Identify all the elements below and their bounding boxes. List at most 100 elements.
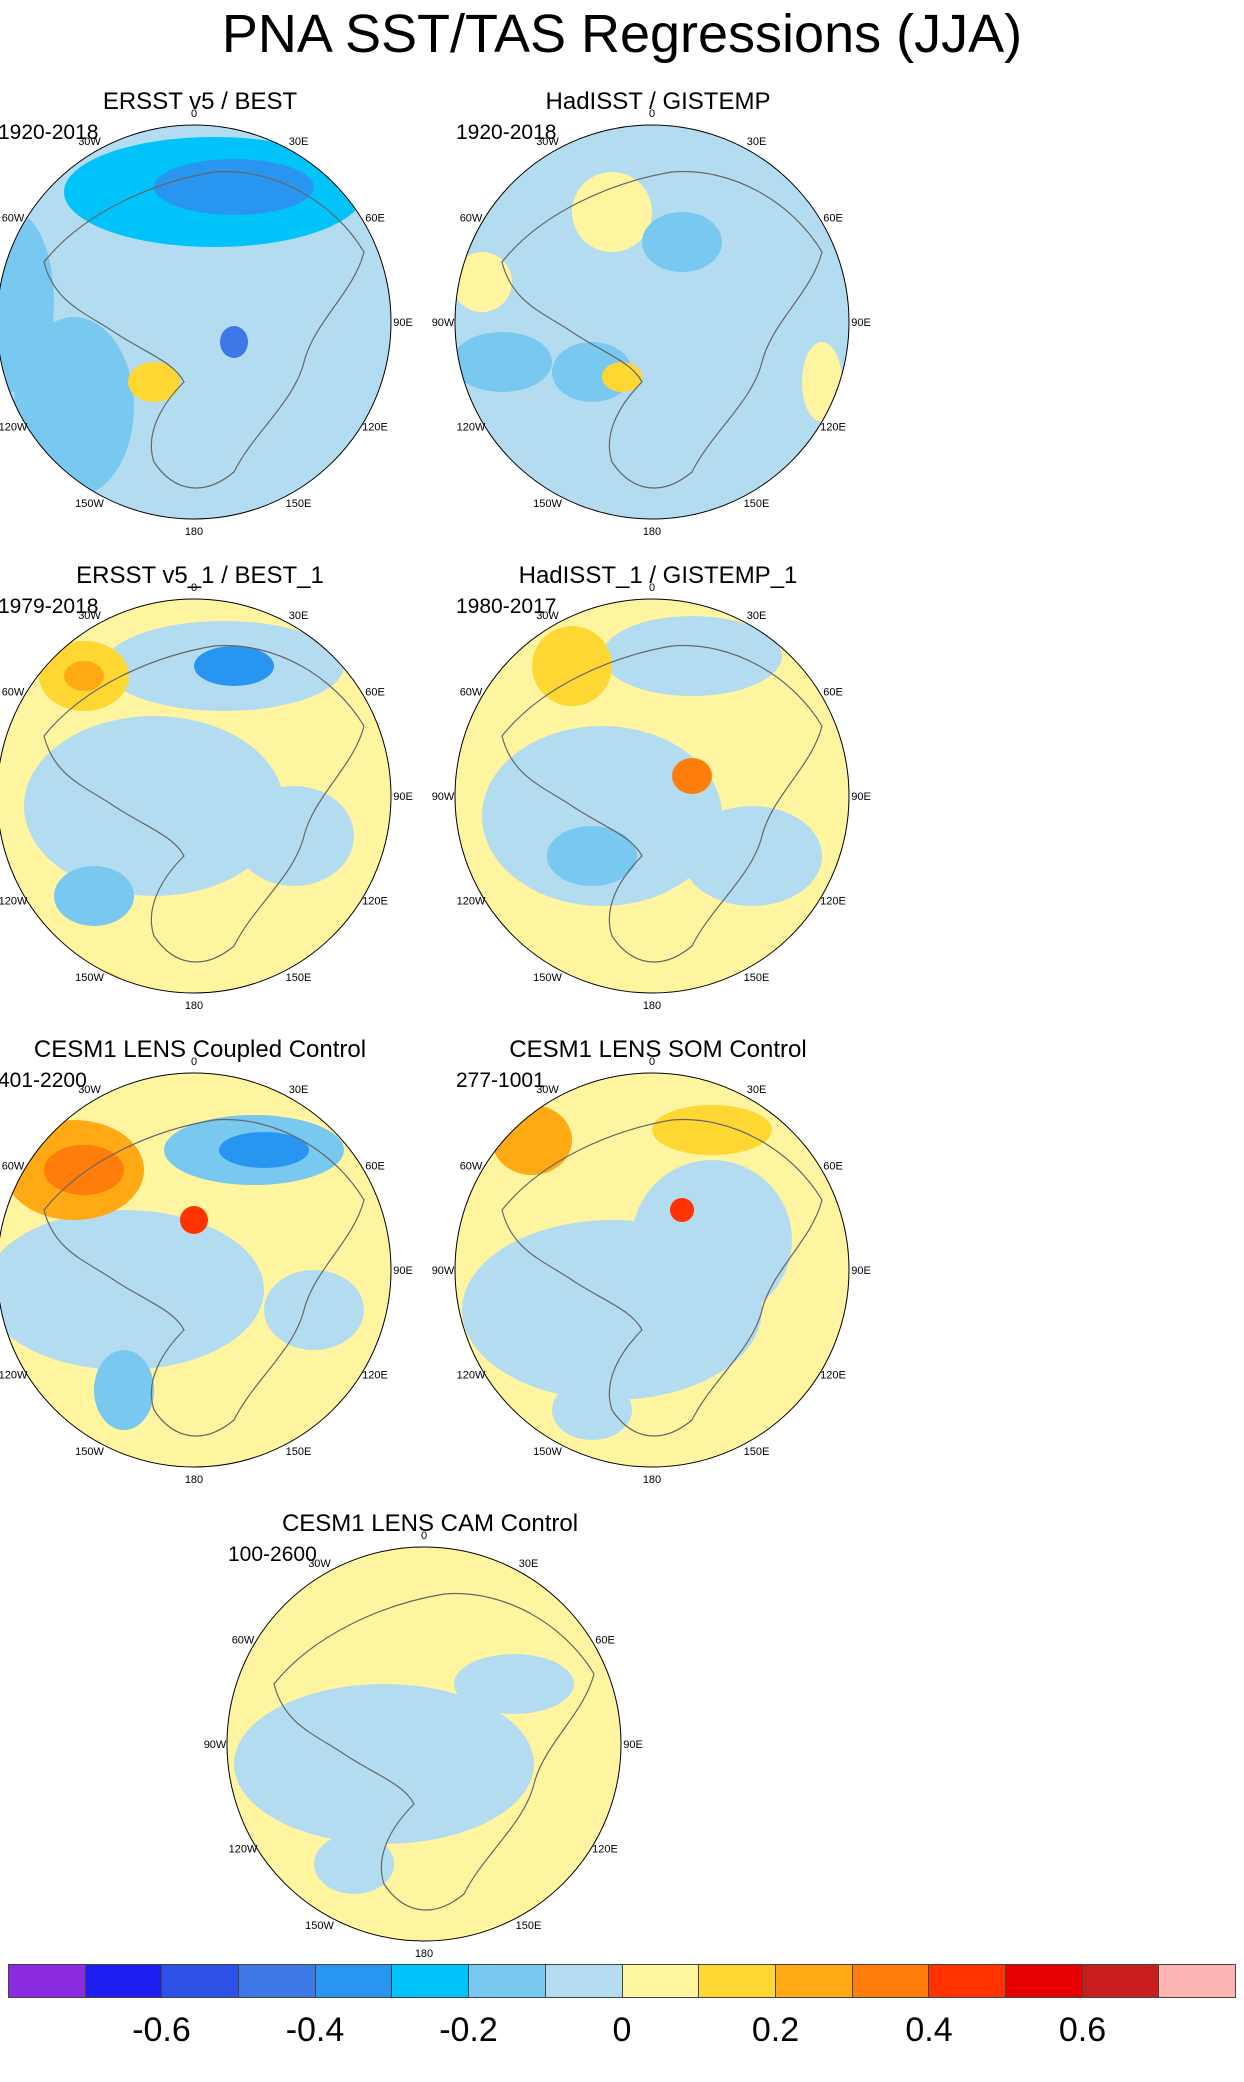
map-boundary [454, 124, 850, 520]
figure-title: PNA SST/TAS Regressions (JJA) [221, 4, 1023, 64]
longitude-label: 0 [649, 108, 655, 120]
panel-title: HadISST_1 / GISTEMP_1 [518, 562, 798, 589]
longitude-label: 90E [623, 1739, 643, 1751]
anomaly-region [642, 212, 722, 272]
longitude-label: 0 [421, 1530, 427, 1542]
longitude-label: 180 [185, 526, 203, 538]
longitude-label: 90W [432, 317, 455, 329]
anomaly-region [128, 362, 180, 402]
colorbar-tick-label: -0.6 [132, 2011, 191, 2049]
longitude-label: 30W [78, 1084, 101, 1096]
map-boundary [226, 1546, 622, 1942]
longitude-label: 60E [823, 687, 843, 699]
longitude-label: 120W [457, 1370, 486, 1382]
longitude-label: 150W [75, 1446, 104, 1458]
longitude-label: 60W [460, 687, 483, 699]
longitude-label: 150E [744, 972, 770, 984]
colorbar-swatch [85, 1965, 163, 1997]
period-label: 1920-2018 [456, 121, 557, 144]
longitude-label: 120E [362, 1370, 388, 1382]
longitude-label: 150W [75, 498, 104, 510]
longitude-label: 120E [592, 1844, 618, 1856]
anomaly-region [482, 726, 722, 906]
longitude-label: 90E [851, 317, 871, 329]
anomaly-region [180, 1206, 208, 1234]
longitude-label: 120W [0, 1370, 28, 1382]
longitude-label: 90W [204, 1739, 227, 1751]
longitude-label: 90E [851, 791, 871, 803]
longitude-label: 120W [0, 422, 28, 434]
longitude-label: 0 [191, 108, 197, 120]
longitude-label: 150E [286, 498, 312, 510]
longitude-label: 30E [289, 610, 309, 622]
colorbar-tick-label: 0 [612, 2011, 632, 2049]
longitude-label: 30E [747, 610, 767, 622]
anomaly-region [572, 172, 652, 252]
anomaly-region [234, 1684, 534, 1844]
anomaly-region [455, 332, 552, 392]
anomaly-region [234, 786, 354, 886]
longitude-label: 30W [78, 610, 101, 622]
colorbar-tick-label: 0.4 [905, 2011, 953, 2049]
anomaly-region [802, 342, 842, 422]
anomaly-region [24, 716, 284, 896]
map-boundary [454, 598, 850, 994]
anomaly-region [547, 826, 637, 886]
panel-title: ERSST v5_1 / BEST_1 [76, 562, 324, 589]
longitude-label: 60W [2, 687, 25, 699]
longitude-label: 0 [191, 1056, 197, 1068]
map-panel: CESM1 LENS CAM Control 180 150E 120E 90E 60E 3… [204, 1510, 643, 1960]
colorbar-swatch [1082, 1965, 1160, 1997]
longitude-label: 120E [820, 1370, 846, 1382]
longitude-label: 150W [305, 1920, 334, 1932]
longitude-label: 120W [457, 896, 486, 908]
colorbar-swatch [545, 1965, 623, 1997]
colorbar-swatch [775, 1965, 853, 1997]
longitude-label: 30E [289, 136, 309, 148]
longitude-label: 150E [744, 498, 770, 510]
colorbar-tick-label: -0.4 [285, 2011, 345, 2049]
longitude-label: 180 [185, 1000, 203, 1012]
anomaly-region [220, 326, 248, 358]
longitude-label: 150W [75, 972, 104, 984]
longitude-label: 60W [460, 213, 483, 225]
anomaly-region [455, 252, 512, 312]
longitude-label: 90E [393, 1265, 413, 1277]
longitude-label: 180 [643, 1474, 661, 1486]
colorbar-tick-label: -0.2 [439, 2011, 498, 2049]
anomaly-region [632, 1160, 792, 1320]
period-label: 100-2600 [228, 1543, 317, 1566]
panel-title: CESM1 LENS CAM Control [281, 1510, 579, 1537]
longitude-label: 150E [286, 972, 312, 984]
colorbar-tick-label: 0.2 [751, 2011, 800, 2049]
map-panel: HadISST / GISTEMP 180 150E 120E 90E 60E 30E 0 30… [432, 88, 871, 538]
longitude-label: 60E [365, 687, 385, 699]
map-boundary [454, 1072, 850, 1468]
anomaly-region [264, 1270, 364, 1350]
longitude-label: 90W [432, 1265, 455, 1277]
panel-title: CESM1 LENS SOM Control [509, 1036, 807, 1063]
longitude-label: 60W [2, 1161, 25, 1173]
period-label: 1980-2017 [456, 595, 557, 618]
longitude-label: 90E [393, 317, 413, 329]
anomaly-region [194, 646, 274, 686]
longitude-label: 120E [820, 896, 846, 908]
longitude-label: 60W [2, 213, 25, 225]
anomaly-region [0, 212, 54, 392]
period-label: 277-1001 [456, 1069, 545, 1092]
coastline [501, 644, 823, 963]
longitude-label: 30E [747, 1084, 767, 1096]
anomaly-region [0, 1210, 264, 1370]
longitude-label: 0 [649, 582, 655, 594]
longitude-label: 150E [744, 1446, 770, 1458]
colorbar-swatch [622, 1965, 700, 1997]
longitude-label: 30W [78, 136, 101, 148]
colorbar-swatch [1005, 1965, 1083, 1997]
map-panel: ERSST v5_1 / BEST_1 180 150E 120E 90E 60E 30E 0… [0, 562, 413, 1012]
longitude-label: 120W [0, 896, 28, 908]
